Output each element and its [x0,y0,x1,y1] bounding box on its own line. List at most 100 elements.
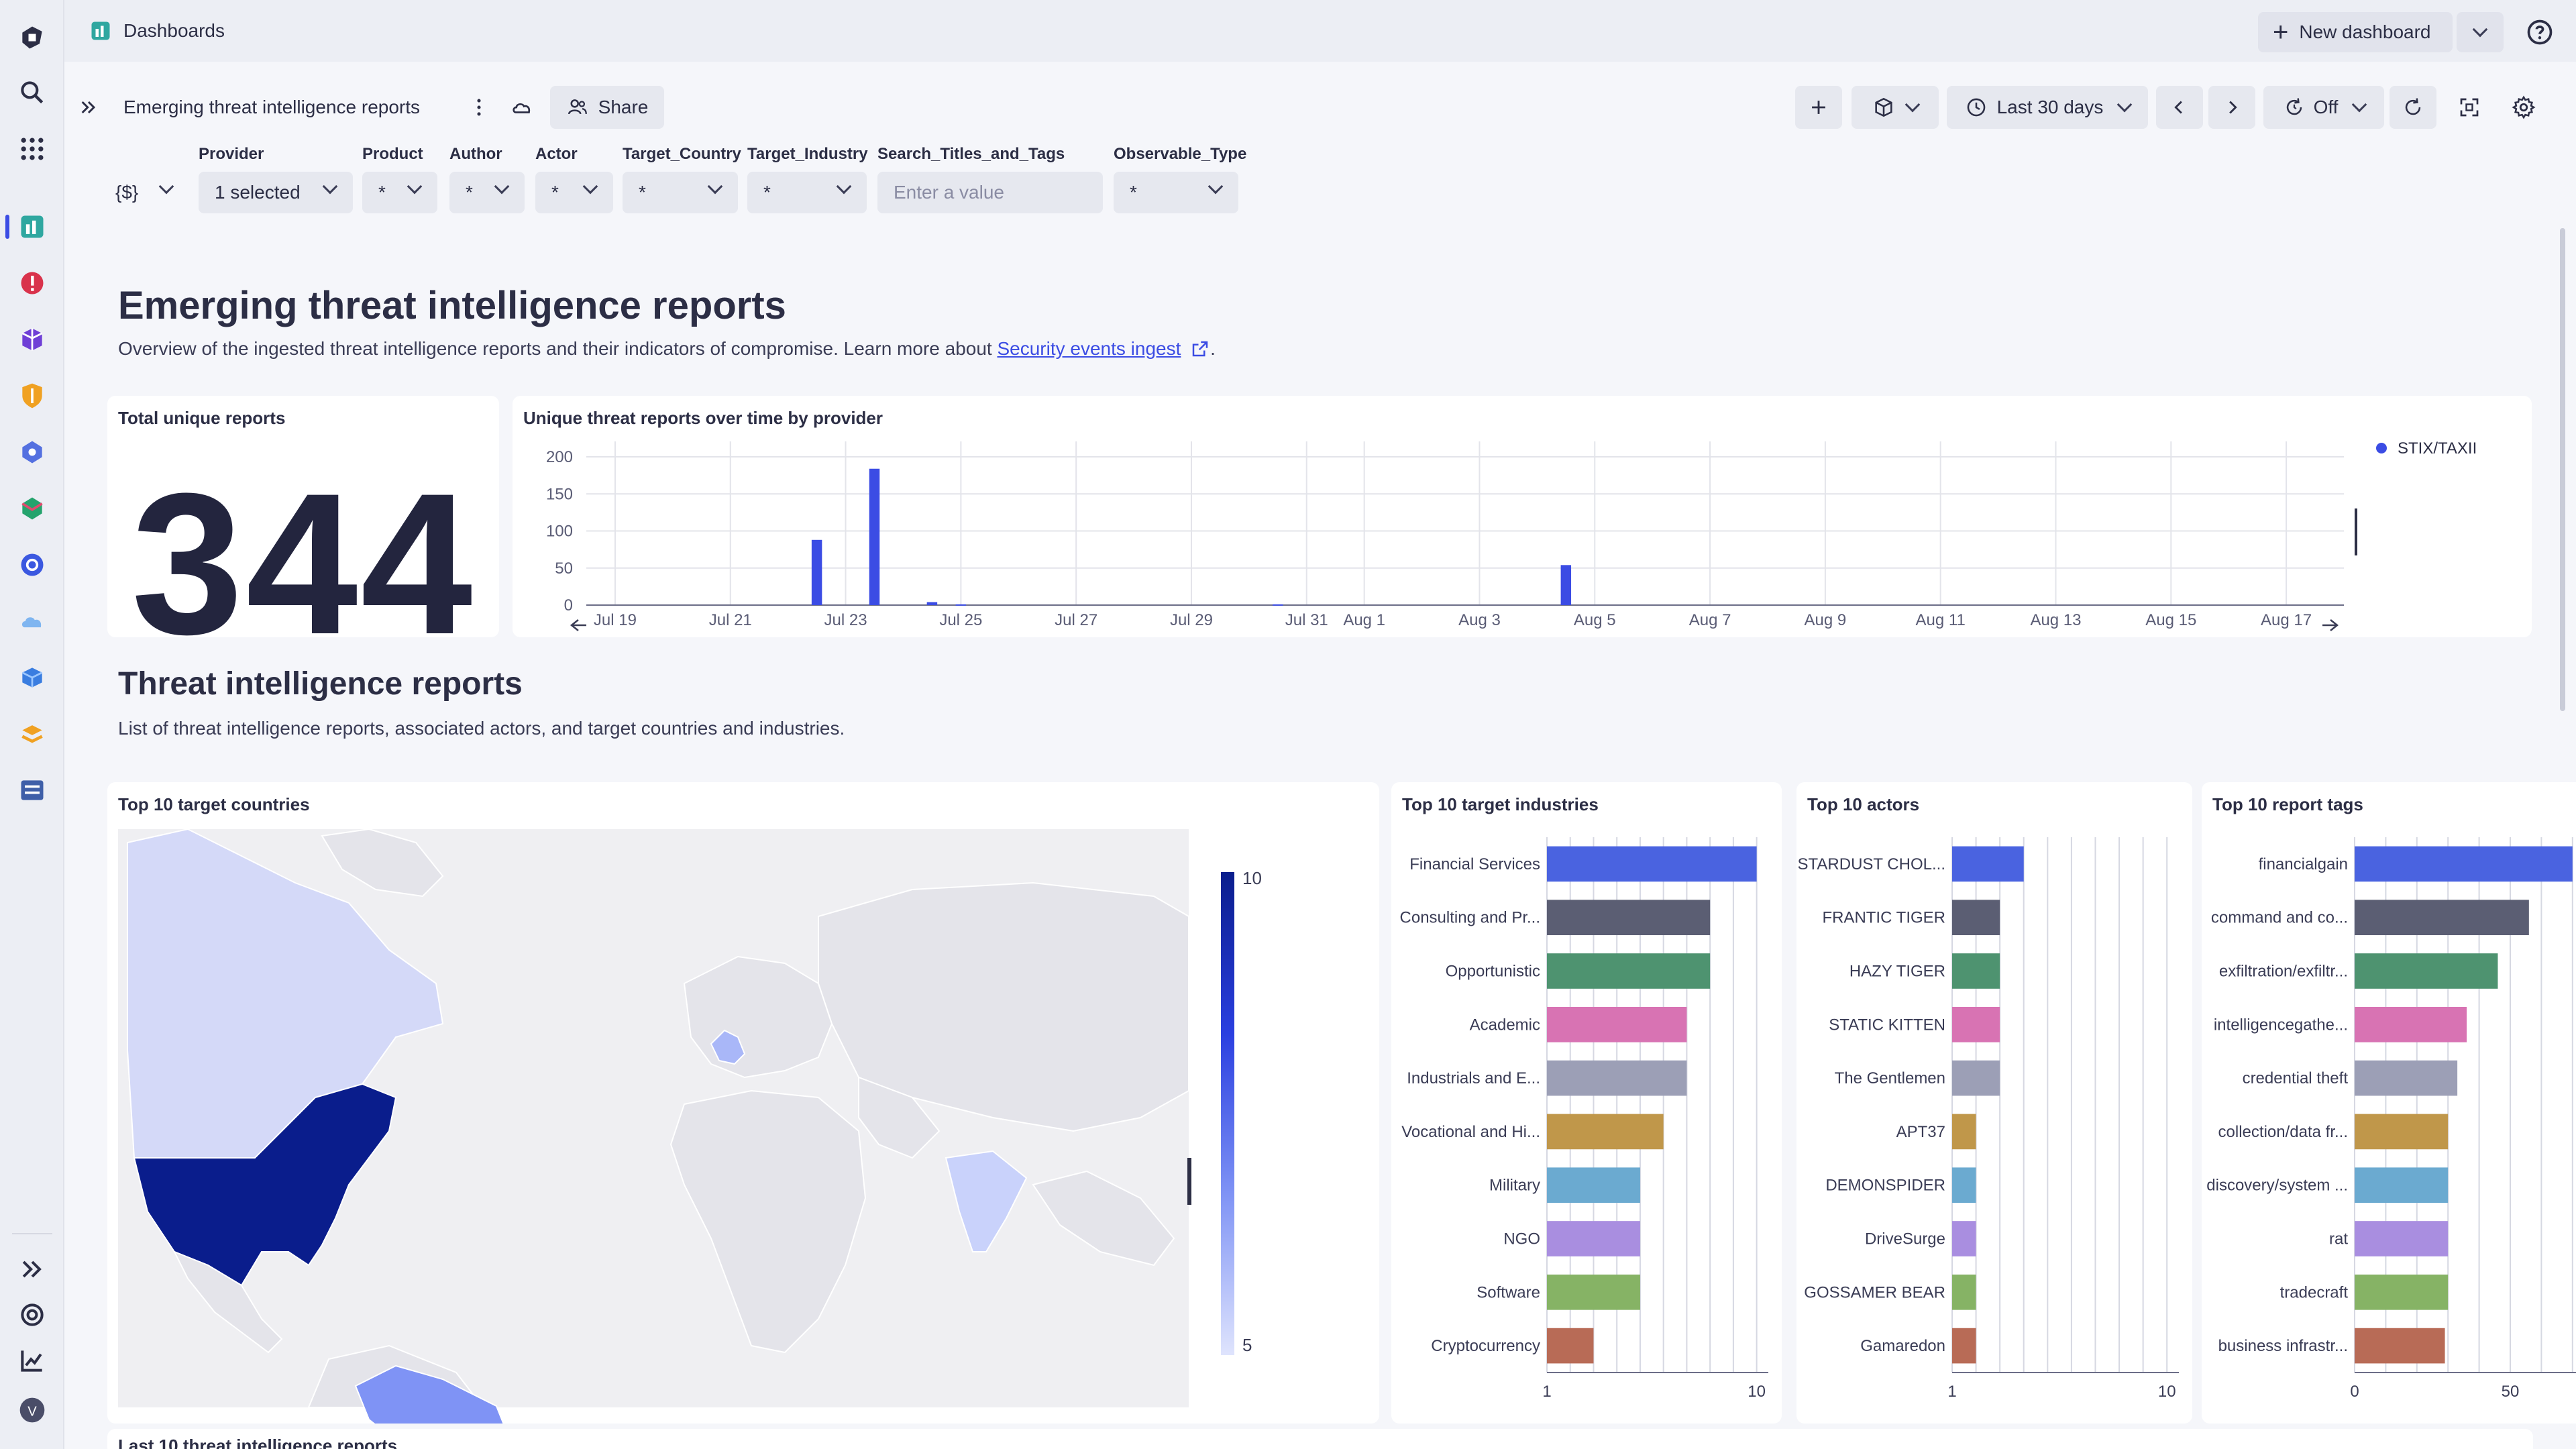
brazil-region[interactable] [354,1364,510,1424]
fullscreen-button[interactable] [2446,86,2493,129]
target-industries-chart[interactable]: 1 10 Financial Services Consulting and Pr..… [1391,782,1782,1424]
support-icon[interactable] [15,1297,50,1332]
product-select[interactable]: * [362,172,437,213]
greenland-region[interactable] [321,828,444,898]
chevron-down-icon [836,178,852,195]
category-label: Industrials and E... [1407,1069,1540,1087]
page-scrollbar[interactable] [2560,228,2565,711]
dynatrace-logo-icon[interactable] [15,20,50,55]
chevron-down-icon [407,178,423,195]
add-tile-button[interactable] [1795,86,1842,129]
category-label: credential theft [2243,1069,2349,1087]
user-avatar[interactable]: V [15,1393,50,1428]
category-label: Software [1477,1283,1540,1301]
workflows-app-icon[interactable] [15,716,50,751]
previous-timeframe-button[interactable] [2156,86,2203,129]
new-dashboard-menu-button[interactable] [2457,12,2504,52]
expand-sidebar-button[interactable] [78,86,105,129]
category-label: Vocational and Hi... [1401,1123,1540,1141]
timeseries-chart[interactable]: Jul 19 Jul 21 Jul 23 Jul 25 Jul 27 Jul 29 Jul … [513,396,2532,637]
refresh-button[interactable] [2390,86,2436,129]
more-options-button[interactable] [466,86,492,129]
logs-app-icon[interactable] [15,773,50,808]
search-titles-input[interactable]: Enter a value [877,172,1103,213]
provider-select[interactable]: 1 selected [199,172,353,213]
kubernetes-app-icon[interactable] [15,547,50,582]
help-icon[interactable] [2525,17,2555,47]
mexico-region[interactable] [172,1250,283,1354]
category-label: FRANTIC TIGER [1822,909,1945,927]
chevron-down-icon [322,178,338,195]
breadcrumb[interactable]: Dashboards [89,15,225,47]
variables-code-button[interactable]: {$} [115,172,177,213]
users-icon [568,99,587,115]
page-description: Overview of the ingested threat intellig… [118,338,1216,360]
dashboard-title[interactable]: Emerging threat intelligence reports [123,97,421,117]
timeseries-bar [869,468,880,605]
clouds-app-icon[interactable] [15,604,50,639]
timeseries-bar [926,602,938,605]
last-reports-tile: Last 10 threat intelligence reports [107,1429,2533,1449]
category-label: business infrastr... [2218,1337,2348,1355]
x-tick-label: Aug 7 [1689,611,1731,629]
chevron-down-icon [158,178,174,195]
vulnerabilities-app-icon[interactable] [15,435,50,470]
settings-button[interactable] [2504,86,2544,129]
middle-east-region[interactable] [858,1076,941,1159]
southeast-asia-region[interactable] [1032,1170,1175,1267]
x-tick-label: Aug 17 [2261,611,2312,629]
africa-region[interactable] [669,1089,867,1354]
provider-value: 1 selected [215,182,301,203]
apps-grid-icon[interactable] [15,131,50,166]
scroll-right-arrow-icon [2322,619,2339,631]
share-button[interactable]: Share [550,86,664,129]
report-tags-chart[interactable]: 0 50 financialgain command and co... exfiltr… [2202,782,2576,1424]
target-industry-select[interactable]: * [747,172,867,213]
external-link-icon[interactable] [1190,339,1210,359]
new-dashboard-button[interactable]: + New dashboard [2258,12,2453,52]
security-events-ingest-link[interactable]: Security events ingest [997,338,1181,359]
observable-type-select[interactable]: * [1114,172,1238,213]
x-tick-label: 0 [2350,1383,2359,1401]
timeframe-selector[interactable]: Last 30 days [1947,86,2148,129]
bar [1952,1167,1976,1203]
russia-asia-region[interactable] [818,881,1189,1132]
india-region[interactable] [945,1150,1028,1252]
infrastructure-app-icon[interactable] [15,322,50,357]
author-select[interactable]: * [449,172,525,213]
bar [2355,900,2529,936]
category-label: collection/data fr... [2218,1123,2348,1141]
segments-button[interactable] [1851,86,1939,129]
report-tags-tile: Top 10 report tags 0 50 financialgain comma… [2202,782,2576,1424]
next-timeframe-button[interactable] [2208,86,2255,129]
cube-icon [1875,97,1892,117]
search-icon[interactable] [15,75,50,110]
map-scroll-handle[interactable] [1187,1158,1191,1205]
services-app-icon[interactable] [15,660,50,695]
svg-text:V: V [28,1404,37,1419]
bar [1952,1060,2000,1096]
target-country-select[interactable]: * [623,172,738,213]
bar [2355,846,2573,882]
scroll-left-arrow-icon [570,619,586,631]
germany-region[interactable] [710,1029,746,1065]
chevron-down-icon [707,178,723,195]
top-actors-chart[interactable]: 1 10 STARDUST CHOL... FRANTIC TIGER HAZY TIG… [1796,782,2192,1424]
world-choropleth-map[interactable] [107,782,1379,1424]
bar [1547,1114,1664,1150]
dashboards-app-icon[interactable] [15,209,50,244]
actor-value: * [551,182,559,203]
bar [1952,900,2000,936]
auto-refresh-selector[interactable]: Off [2263,86,2384,129]
problems-app-icon[interactable] [15,266,50,301]
kebab-menu-icon [477,99,481,116]
x-tick-label: 50 [2502,1383,2520,1401]
bar [1952,846,2024,882]
whats-new-chart-icon[interactable] [15,1343,50,1378]
security-shield-app-icon[interactable] [15,378,50,413]
actor-select[interactable]: * [535,172,613,213]
total-reports-value: 344 [131,451,476,676]
new-dashboard-label: New dashboard [2299,21,2431,42]
expand-rail-icon[interactable] [15,1252,50,1287]
threat-hunting-app-icon[interactable] [15,491,50,526]
